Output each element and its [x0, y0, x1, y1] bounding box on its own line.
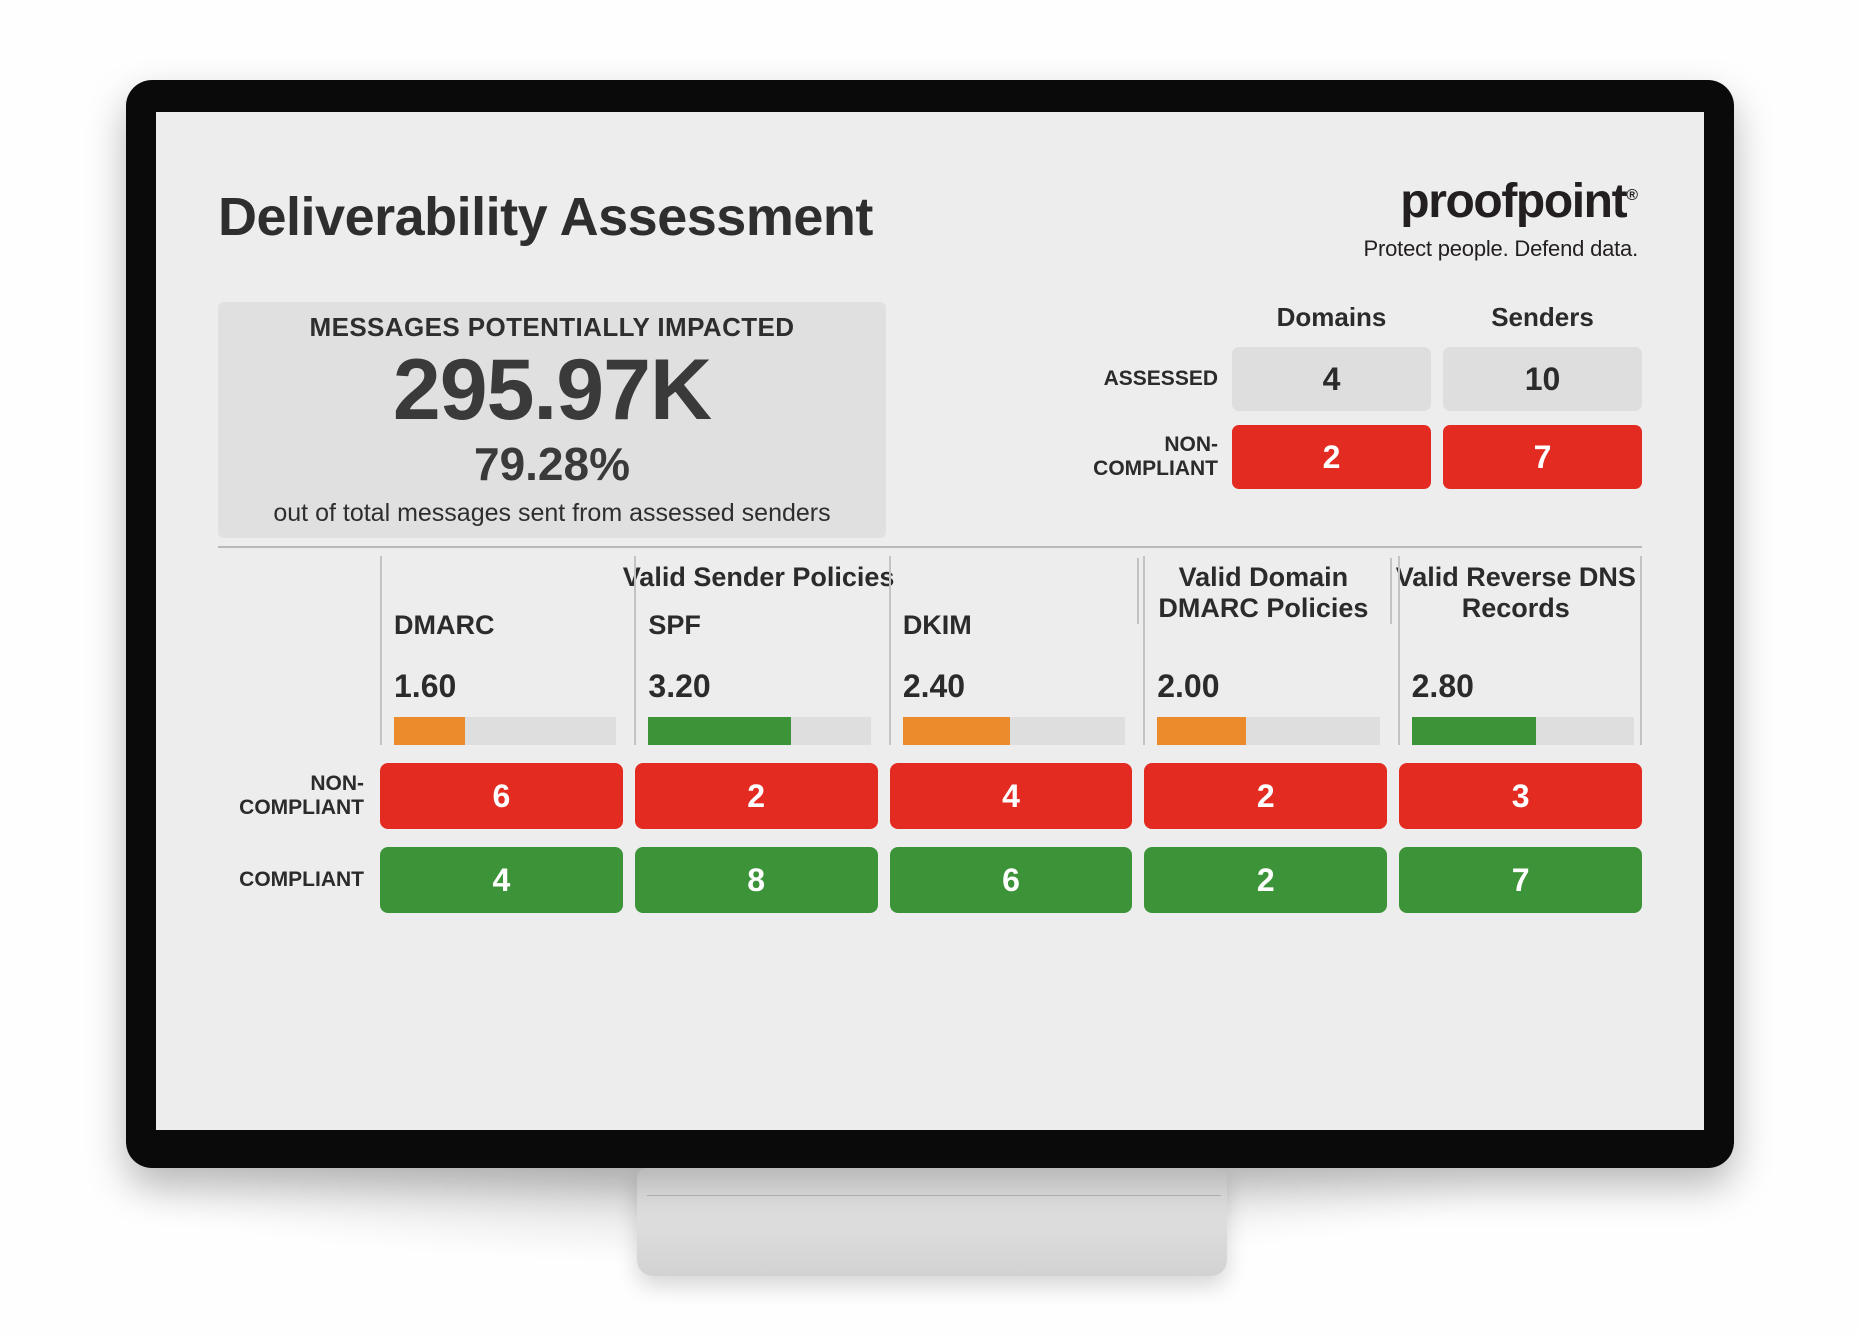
messages-impacted-subtitle: out of total messages sent from assessed…: [273, 498, 831, 527]
domains-senders-matrix: Domains Senders ASSESSED 4 10 NON-COMPLI…: [1082, 302, 1642, 489]
messages-impacted-percent: 79.28%: [473, 437, 630, 490]
score-bar-fill-dkim: [902, 717, 1010, 745]
compliant-row: COMPLIANT 4 8 6 2 7: [218, 847, 1642, 913]
messages-impacted-label: MESSAGES POTENTIALLY IMPACTED: [309, 312, 795, 343]
monitor-bezel: Deliverability Assessment proofpoint® Pr…: [126, 80, 1734, 1168]
dashboard-header: Deliverability Assessment proofpoint® Pr…: [218, 174, 1642, 292]
group-divider-mid-2: [1389, 558, 1392, 624]
row-label-compliant: COMPLIANT: [239, 868, 364, 892]
score-bar-track-valid-reverse-dns: [1411, 717, 1635, 745]
registered-trademark-icon: ®: [1626, 187, 1638, 204]
score-row-rail: [218, 602, 380, 745]
score-bar-track-spf: [648, 717, 871, 745]
deliverability-dashboard: Deliverability Assessment proofpoint® Pr…: [218, 174, 1643, 1068]
proofpoint-logo: proofpoint® Protect people. Defend data.: [1363, 178, 1639, 262]
column-name-spf: SPF: [648, 610, 701, 640]
column-name-dmarc: DMARC: [394, 610, 495, 640]
group-header-rail: [218, 558, 380, 602]
score-value-valid-domain-dmarc: 2.00: [1157, 668, 1220, 704]
compliant-dkim-pill[interactable]: 6: [889, 847, 1133, 913]
column-name-valid-reverse-dns: [1412, 602, 1642, 658]
compliant-valid-domain-dmarc-pill[interactable]: 2: [1144, 847, 1388, 913]
row-label-non-compliant: NON-COMPLIANT: [239, 772, 364, 819]
column-valid-reverse-dns: 2.80: [1397, 556, 1643, 745]
score-value-valid-reverse-dns: 2.80: [1411, 668, 1474, 704]
group-header-valid-domain-dmarc: Valid Domain DMARC Policies: [1137, 558, 1389, 624]
column-dmarc: DMARC 1.60: [380, 556, 624, 745]
non-compliant-valid-domain-dmarc-pill[interactable]: 2: [1144, 763, 1388, 829]
kpi-row: MESSAGES POTENTIALLY IMPACTED 295.97K 79…: [218, 292, 1642, 540]
brand-wordmark: proofpoint®: [1364, 178, 1638, 226]
messages-impacted-value: 295.97K: [392, 342, 712, 439]
column-divider-dkim: [888, 556, 891, 745]
matrix-row-assessed: ASSESSED 4 10: [1082, 347, 1642, 411]
score-bar-track-dkim: [902, 717, 1126, 745]
assessed-senders-cell[interactable]: 10: [1443, 347, 1642, 411]
column-spf: SPF 3.20: [634, 556, 878, 745]
compliant-spf-pill[interactable]: 8: [634, 847, 878, 913]
monitor-screen: Deliverability Assessment proofpoint® Pr…: [156, 112, 1704, 1130]
column-divider-reverse-dns-right: [1640, 556, 1643, 745]
section-divider: [218, 546, 1642, 548]
matrix-column-senders: Senders: [1491, 302, 1594, 332]
non-compliant-senders-cell[interactable]: 7: [1443, 425, 1642, 489]
compliant-valid-reverse-dns-pill[interactable]: 7: [1399, 847, 1642, 913]
column-name-dkim: DKIM: [902, 610, 972, 640]
score-value-spf: 3.20: [648, 668, 711, 704]
score-bar-track-valid-domain-dmarc: [1157, 717, 1380, 745]
non-compliant-dmarc-pill[interactable]: 6: [380, 763, 623, 829]
score-bar-fill-valid-reverse-dns: [1411, 717, 1537, 745]
score-bar-fill-spf: [648, 717, 791, 745]
non-compliant-domains-cell[interactable]: 2: [1232, 425, 1431, 489]
column-valid-domain-dmarc: 2.00: [1143, 556, 1387, 745]
score-bar-fill-dmarc: [394, 717, 466, 745]
compliant-dmarc-pill[interactable]: 4: [380, 847, 623, 913]
score-value-dkim: 2.40: [902, 668, 966, 704]
non-compliant-spf-pill[interactable]: 2: [634, 763, 878, 829]
group-header-row: Valid Sender Policies Valid Domain DMARC…: [218, 558, 1643, 624]
matrix-column-headers: Domains Senders: [1232, 302, 1642, 333]
column-dkim: DKIM 2.40: [888, 556, 1133, 745]
policy-grid: Valid Sender Policies Valid Domain DMARC…: [218, 556, 1643, 913]
group-headers: Valid Sender Policies Valid Domain DMARC…: [380, 558, 1643, 624]
brand-name-text: proofpoint: [1400, 175, 1627, 228]
non-compliant-valid-reverse-dns-pill[interactable]: 3: [1399, 763, 1642, 829]
column-divider-reverse-dns: [1397, 556, 1400, 745]
column-divider-spf: [634, 556, 637, 745]
group-label-sender-policies: Valid Sender Policies: [622, 562, 895, 592]
assessed-domains-cell[interactable]: 4: [1232, 347, 1431, 411]
non-compliant-row: NON-COMPLIANT 6 2 4 2 3: [218, 763, 1642, 829]
column-name-valid-domain-dmarc: [1157, 602, 1387, 658]
matrix-column-domains: Domains: [1276, 302, 1387, 332]
brand-tagline: Protect people. Defend data.: [1363, 236, 1639, 261]
score-value-dmarc: 1.60: [394, 668, 457, 704]
group-label-reverse-dns: Valid Reverse DNS Records: [1395, 562, 1636, 623]
group-divider-mid: [1137, 558, 1140, 624]
group-header-valid-sender-policies: Valid Sender Policies: [380, 558, 1137, 593]
score-bar-track-dmarc: [394, 717, 617, 745]
column-divider-dmarc: [380, 556, 382, 745]
column-divider-domain-dmarc: [1143, 556, 1146, 745]
page-title: Deliverability Assessment: [218, 187, 873, 247]
non-compliant-dkim-pill[interactable]: 4: [889, 763, 1133, 829]
matrix-row-label-non-compliant: NON-COMPLIANT: [1093, 433, 1218, 480]
score-bar-fill-valid-domain-dmarc: [1157, 717, 1247, 745]
matrix-row-non-compliant: NON-COMPLIANT 2 7: [1082, 425, 1642, 489]
monitor-stand-base: [637, 1168, 1227, 1276]
score-row: DMARC 1.60 SPF 3.20: [218, 556, 1643, 745]
messages-impacted-card: MESSAGES POTENTIALLY IMPACTED 295.97K 79…: [218, 302, 886, 538]
matrix-row-label-assessed: ASSESSED: [1103, 367, 1218, 391]
group-label-domain-dmarc: Valid Domain DMARC Policies: [1158, 562, 1369, 623]
